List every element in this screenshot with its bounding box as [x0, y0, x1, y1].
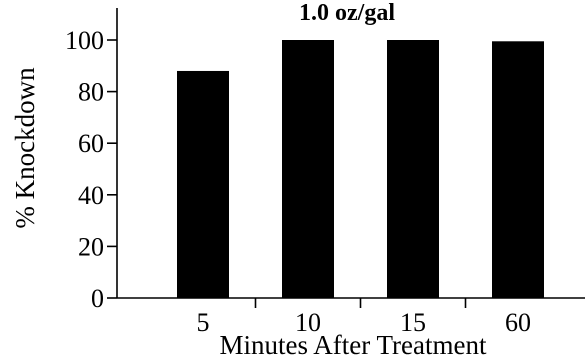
bar-10: [282, 40, 334, 298]
x-tick-label-60: 60: [505, 308, 531, 337]
y-tick-label-40: 40: [78, 181, 104, 210]
bar-5: [177, 70, 229, 299]
plot-area: 0 20 40 60 80 100 5 10 15 60: [65, 8, 585, 337]
y-tick-label-20: 20: [78, 232, 104, 261]
x-tick-label-15: 15: [400, 308, 426, 337]
x-axis-title: Minutes After Treatment: [220, 330, 487, 358]
y-tick-label-100: 100: [65, 26, 104, 55]
x-tick-label-10: 10: [295, 308, 321, 337]
y-tick-label-60: 60: [78, 129, 104, 158]
y-axis-title: % Knockdown: [10, 67, 40, 229]
chart-title: 1.0 oz/gal: [299, 0, 395, 26]
bar-15: [387, 40, 439, 298]
x-tick-label-5: 5: [197, 308, 210, 337]
y-tick-label-0: 0: [91, 284, 104, 313]
y-tick-label-80: 80: [78, 78, 104, 107]
bar-60: [492, 41, 544, 298]
